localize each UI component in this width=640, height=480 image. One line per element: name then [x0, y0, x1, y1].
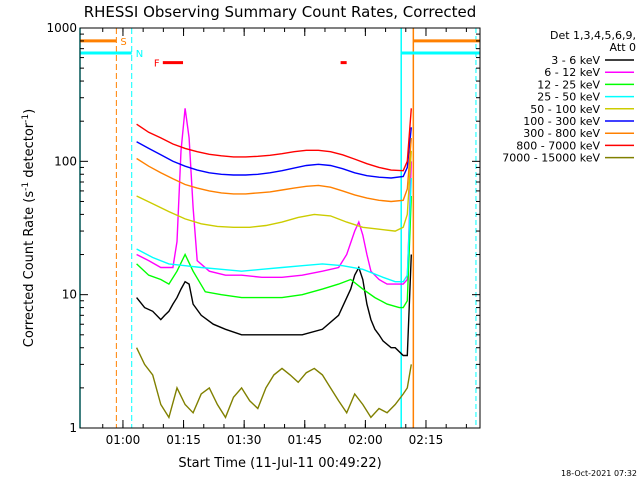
- y-tick-label-1: 10: [62, 288, 77, 302]
- y-axis-label: Corrected Count Rate (s-1 detector-1): [21, 109, 37, 347]
- flag-label-F: F: [154, 59, 160, 70]
- annotation-layer: SNF: [79, 28, 480, 428]
- flag-label-N: N: [136, 49, 143, 60]
- footer-timestamp: 18-Oct-2021 07:32: [561, 469, 637, 478]
- legend-label-2: 12 - 25 keV: [537, 78, 600, 91]
- x-tick-label-1: 01:15: [166, 433, 201, 447]
- series-line-7: [136, 108, 412, 172]
- series-line-6: [136, 137, 412, 203]
- x-tick-label-4: 02:00: [348, 433, 383, 447]
- x-axis-label: Start Time (11-Jul-11 00:49:22): [178, 456, 381, 471]
- y-axis-label-main: Corrected Count Rate (s: [22, 191, 37, 348]
- y-tick-label-3: 1000: [46, 21, 77, 35]
- legend-header-0: Det 1,3,4,5,6,9,: [550, 29, 636, 42]
- y-axis-label-sup1: -1: [21, 182, 31, 191]
- y-tick-label-0: 1: [69, 421, 77, 435]
- y-axis-label-sup2: -1: [21, 114, 31, 123]
- x-tick-label-0: 01:00: [106, 433, 141, 447]
- y-axis-label-mid: detector: [22, 122, 37, 182]
- legend-header-1: Att 0: [610, 41, 636, 54]
- x-tick-label-3: 01:45: [287, 433, 322, 447]
- y-tick-label-2: 100: [54, 154, 77, 168]
- legend-label-8: 7000 - 15000 keV: [502, 152, 600, 165]
- legend-label-4: 50 - 100 keV: [530, 103, 600, 116]
- plot-frame: [79, 27, 481, 429]
- chart-title: RHESSI Observing Summary Count Rates, Co…: [84, 3, 477, 21]
- series-line-3: [136, 177, 412, 283]
- legend-label-0: 3 - 6 keV: [551, 54, 600, 67]
- series-line-5: [136, 127, 412, 179]
- series-line-0: [136, 254, 412, 357]
- flag-label-S: S: [120, 37, 126, 48]
- series-line-2: [136, 195, 412, 309]
- legend-label-7: 800 - 7000 keV: [516, 139, 600, 152]
- series-line-8: [135, 347, 412, 420]
- axes-layer: 1 10 100 1000 01:00 01:15 01:30 01:45 02:00 02:15: [46, 21, 480, 447]
- legend-label-3: 25 - 50 keV: [537, 91, 600, 104]
- x-tick-label-2: 01:30: [227, 433, 262, 447]
- legend-label-6: 300 - 800 keV: [523, 127, 600, 140]
- series-line-4: [136, 150, 412, 232]
- series-layer: [135, 108, 412, 420]
- series-line-1: [136, 108, 412, 285]
- legend-label-1: 6 - 12 keV: [544, 66, 600, 79]
- x-tick-label-5: 02:15: [409, 433, 444, 447]
- legend-label-5: 100 - 300 keV: [523, 115, 600, 128]
- y-axis-label-end: ): [22, 109, 37, 114]
